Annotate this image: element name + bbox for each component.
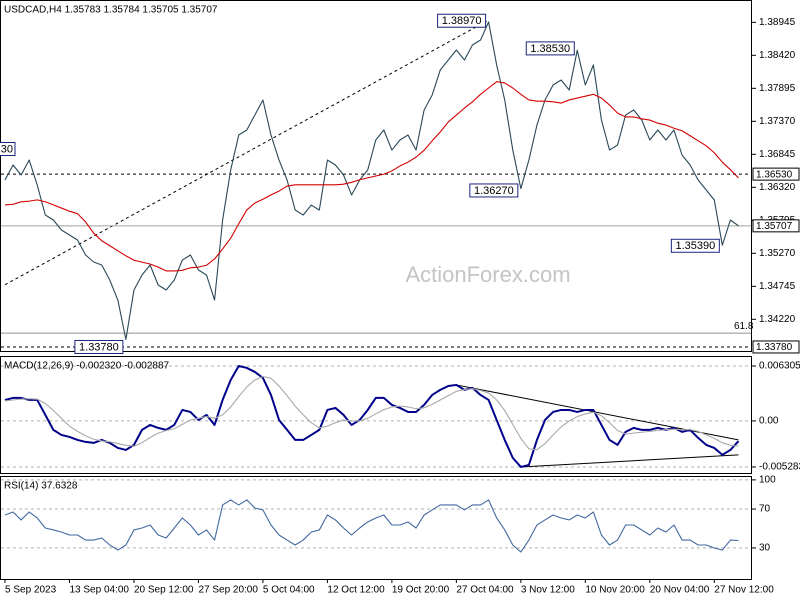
annotation-box (437, 13, 487, 28)
y-tick-label: 1.36845 (759, 149, 796, 160)
x-tick-label: 20 Sep 12:00 (134, 585, 194, 596)
x-tick-label: 13 Sep 04:00 (69, 585, 129, 596)
level-label: 1.33780 (756, 342, 793, 353)
annotation-label: 1.38970 (442, 15, 482, 27)
main-line (4, 499, 739, 553)
panel-title: MACD(12,26,9) -0.002320 -0.002887 (4, 361, 170, 372)
annotation-box (469, 183, 519, 198)
main-line (4, 21, 739, 340)
panel-title: RSI(14) 37.6328 (4, 481, 78, 492)
x-tick-label: 20 Nov 04:00 (650, 585, 710, 596)
x-tick-label: 19 Oct 20:00 (392, 585, 450, 596)
trendline (520, 454, 739, 468)
y-tick-label: 1.38420 (759, 50, 796, 61)
annotation-label: 1.38530 (530, 43, 570, 55)
x-tick-label: 12 Oct 12:00 (327, 585, 385, 596)
y-tick-label: -0.005283 (759, 462, 800, 473)
x-tick-label: 27 Nov 12:00 (714, 585, 774, 596)
edge-label: 30 (1, 143, 13, 155)
level-label: 1.35707 (756, 221, 793, 232)
panel-frame (0, 356, 752, 474)
y-tick-label: 1.36320 (759, 182, 796, 193)
panel-frame (0, 476, 752, 580)
x-tick-label: 3 Nov 12:00 (521, 585, 575, 596)
y-tick-label: 70 (759, 504, 771, 515)
annotation-label: 1.35390 (675, 240, 715, 252)
level-box (752, 167, 800, 181)
x-tick-label: 27 Sep 20:00 (198, 585, 258, 596)
y-tick-label: 0.00 (759, 416, 779, 427)
watermark: ActionForex.com (405, 262, 570, 287)
annotation-box (525, 41, 575, 56)
y-tick-label: 0.006305 (759, 361, 800, 372)
annotation-box (74, 339, 124, 354)
level-label: 1.36530 (756, 169, 793, 180)
x-tick-label: 5 Oct 04:00 (263, 585, 315, 596)
y-tick-label: 1.37370 (759, 116, 796, 127)
panel-frame (0, 0, 752, 352)
y-tick-label: 1.37895 (759, 83, 796, 94)
main-line (4, 364, 740, 468)
annotation-label: 1.33780 (79, 341, 119, 353)
fib-label: 61.8 (734, 321, 754, 332)
edge-box (0, 141, 16, 156)
annotation-label: 1.36270 (474, 185, 514, 197)
level-box (752, 340, 800, 354)
x-tick-label: 27 Oct 04:00 (456, 585, 514, 596)
panel-title: USDCAD,H4 1.35783 1.35784 1.35705 1.3570… (4, 5, 218, 16)
y-tick-label: 100 (759, 475, 776, 486)
y-tick-label: 1.34745 (759, 281, 796, 292)
secondary-line (4, 81, 739, 272)
y-tick-label: 1.35270 (759, 248, 796, 259)
x-tick-label: 5 Sep 2023 (5, 585, 57, 596)
secondary-line (4, 375, 739, 451)
level-box (752, 219, 800, 233)
trendline (4, 19, 489, 286)
y-tick-label: 1.38945 (759, 17, 796, 28)
y-tick-label: 1.34220 (759, 314, 796, 325)
y-tick-label: 30 (759, 543, 771, 554)
annotation-box (670, 238, 720, 253)
x-tick-label: 10 Nov 20:00 (585, 585, 645, 596)
